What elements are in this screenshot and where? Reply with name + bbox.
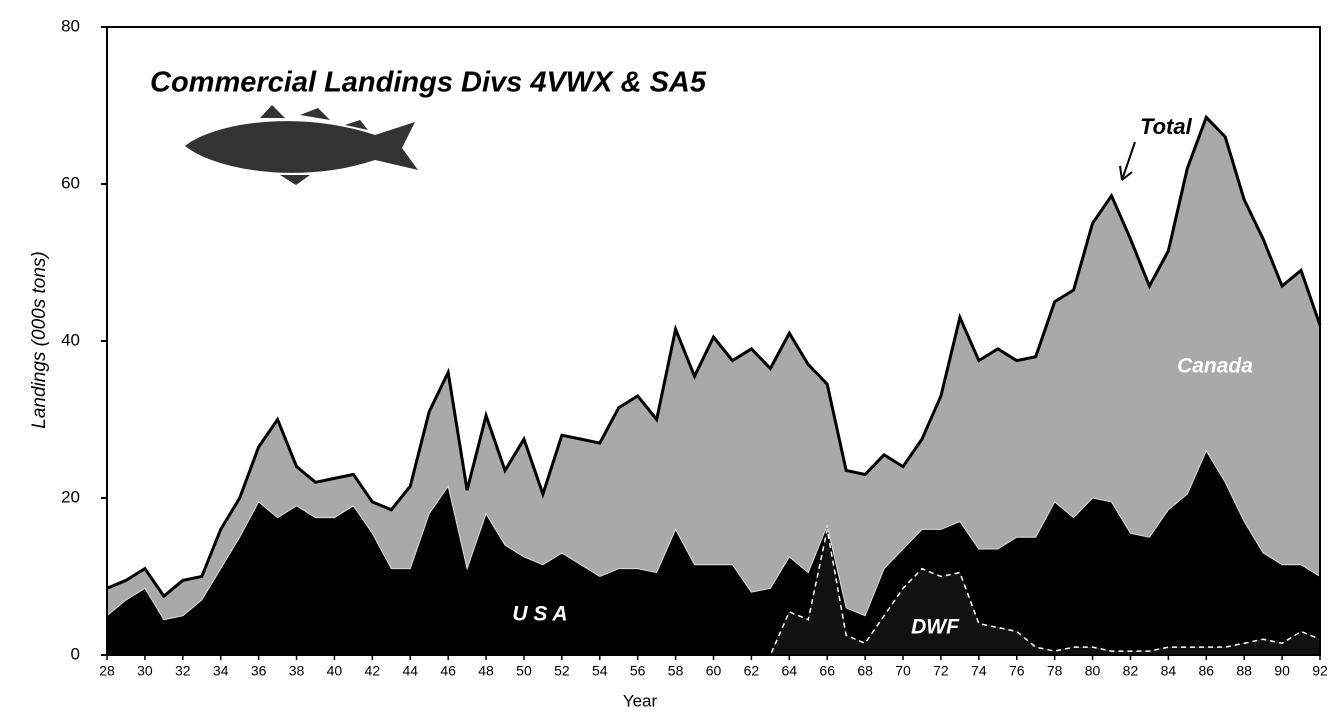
x-tick-label: 92 [1312, 663, 1328, 679]
chart-title: Commercial Landings Divs 4VWX & SA5 [150, 67, 707, 99]
x-tick-label: 80 [1085, 663, 1101, 679]
y-tick-label: 0 [71, 644, 80, 663]
x-tick-label: 38 [289, 663, 305, 679]
x-tick-label: 44 [402, 663, 418, 679]
y-tick-label: 40 [61, 330, 80, 349]
x-tick-label: 70 [895, 663, 911, 679]
x-tick-label: 84 [1161, 663, 1177, 679]
x-tick-label: 60 [706, 663, 722, 679]
x-tick-label: 76 [1009, 663, 1025, 679]
y-axis-title: Landings (000s tons) [29, 251, 50, 428]
x-tick-label: 40 [327, 663, 343, 679]
x-tick-label: 62 [744, 663, 760, 679]
y-tick-label: 20 [61, 487, 80, 506]
x-tick-label: 74 [971, 663, 987, 679]
x-tick-label: 34 [213, 663, 229, 679]
annotation-arrow [1120, 142, 1135, 180]
x-tick-label: 82 [1123, 663, 1139, 679]
y-tick-label: 60 [61, 173, 80, 192]
x-tick-label: 58 [668, 663, 684, 679]
series-label: U S A [512, 603, 567, 626]
series-label: DWF [911, 616, 960, 639]
y-tick-label: 80 [61, 16, 80, 35]
x-tick-label: 88 [1236, 663, 1252, 679]
x-tick-label: 42 [365, 663, 381, 679]
x-tick-label: 78 [1047, 663, 1063, 679]
x-tick-label: 86 [1198, 663, 1214, 679]
x-axis-title: Year [623, 691, 658, 710]
x-tick-label: 28 [99, 663, 115, 679]
x-tick-label: 90 [1274, 663, 1290, 679]
x-tick-label: 56 [630, 663, 646, 679]
x-tick-label: 72 [933, 663, 949, 679]
x-tick-label: 50 [516, 663, 532, 679]
fish-icon [185, 105, 418, 185]
x-tick-label: 46 [440, 663, 456, 679]
annotation: Total [1140, 114, 1193, 139]
x-tick-label: 30 [137, 663, 153, 679]
x-tick-label: 68 [857, 663, 873, 679]
x-tick-label: 52 [554, 663, 570, 679]
plot-area [107, 117, 1320, 655]
x-tick-label: 64 [782, 663, 798, 679]
series-label: Canada [1177, 355, 1253, 378]
x-tick-label: 48 [478, 663, 494, 679]
chart: Commercial Landings Divs 4VWX & SA5 Tota… [0, 0, 1329, 713]
x-tick-label: 36 [251, 663, 267, 679]
x-tick-label: 66 [819, 663, 835, 679]
x-tick-label: 32 [175, 663, 191, 679]
x-tick-label: 54 [592, 663, 608, 679]
